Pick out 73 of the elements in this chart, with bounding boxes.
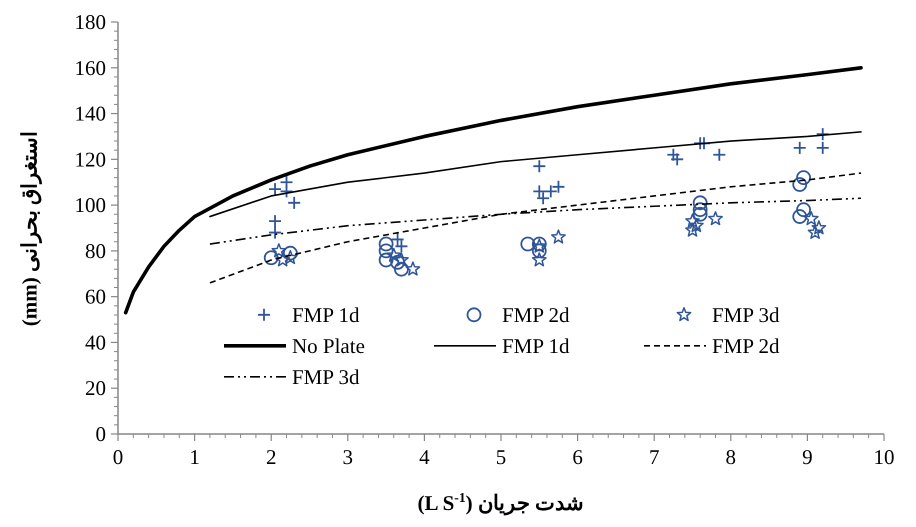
point: [544, 184, 558, 198]
x-tick-label: 7: [648, 445, 660, 469]
x-tick-label: 6: [572, 445, 583, 469]
x-tick-label: 1: [189, 445, 200, 469]
x-tick-label: 9: [802, 445, 813, 469]
point: [268, 214, 282, 228]
y-tick-label: 0: [96, 422, 106, 446]
point: [287, 196, 302, 210]
point: [712, 148, 726, 162]
legend-label: FMP 1d: [502, 334, 570, 358]
line-series: [209, 131, 862, 218]
point: [811, 220, 826, 234]
point: [264, 250, 279, 266]
y-tick-label: 100: [74, 193, 106, 218]
point: [816, 127, 830, 142]
point: [708, 211, 723, 226]
y-tick-label: 80: [85, 238, 106, 263]
x-tick-label: 4: [419, 445, 430, 469]
point: [808, 224, 822, 239]
y-tick-label: 140: [74, 102, 106, 126]
point: [532, 252, 547, 266]
y-tick-label: 60: [85, 284, 106, 309]
x-tick-label: 8: [726, 445, 736, 469]
point: [268, 182, 282, 196]
legend-label: FMP 3d: [712, 302, 780, 327]
point: [551, 229, 566, 244]
point: [394, 252, 409, 266]
x-tick-label: 3: [342, 445, 354, 469]
point: [792, 209, 808, 224]
point: [394, 262, 409, 277]
point: [816, 140, 830, 155]
y-axis-title: استغراق بحرانی (mm): [17, 130, 42, 326]
legend-label: FMP 1d: [292, 302, 360, 327]
legend-label: FMP 2d: [712, 334, 780, 358]
point: [378, 252, 394, 268]
legend-label: FMP 3d: [292, 364, 360, 389]
legend-label: FMP 2d: [502, 302, 570, 327]
point: [390, 254, 405, 270]
point: [792, 140, 807, 155]
point: [532, 159, 546, 174]
x-tick-label: 2: [266, 445, 276, 469]
point: [280, 184, 294, 198]
point: [406, 261, 420, 276]
point: [692, 195, 708, 210]
y-tick-label: 160: [74, 56, 106, 80]
point: [692, 206, 708, 222]
point: [282, 246, 298, 261]
y-tick-label: 180: [74, 10, 106, 34]
point: [552, 180, 566, 194]
point: [796, 202, 811, 218]
point: [275, 252, 290, 266]
point: [268, 226, 282, 240]
point: [697, 136, 711, 150]
y-tick-label: 40: [85, 330, 106, 354]
point: [520, 236, 536, 252]
point: [378, 243, 394, 258]
point: [378, 236, 394, 252]
x-tick-label: 5: [496, 445, 506, 469]
point: [688, 218, 704, 232]
x-tick-label: 0: [112, 445, 124, 469]
point: [804, 211, 819, 226]
y-tick-label: 120: [74, 147, 106, 172]
point: [692, 202, 708, 218]
point: [685, 222, 700, 237]
point: [796, 170, 811, 186]
legend-label: No Plate: [292, 334, 365, 358]
y-tick-label: 20: [85, 376, 106, 400]
point: [792, 177, 808, 192]
point: [271, 243, 286, 258]
point: [685, 213, 700, 228]
x-tick-label: 10: [874, 445, 894, 469]
point: [532, 243, 547, 258]
point: [386, 248, 402, 262]
